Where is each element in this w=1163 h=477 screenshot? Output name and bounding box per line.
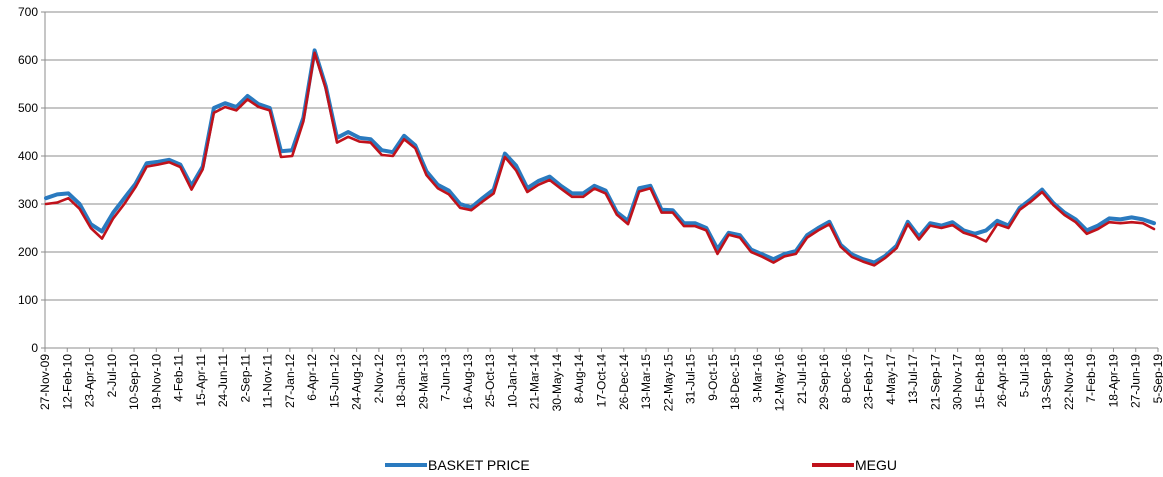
y-tick-label: 500 [18, 101, 38, 115]
x-tick-label: 21-Mar-14 [528, 354, 542, 410]
x-tick-label: 2-Jul-10 [105, 354, 119, 398]
x-axis-tick-labels: 27-Nov-09 12-Feb-10 23-Apr-10 2-Jul-10 10-Se… [38, 354, 1163, 412]
x-tick-label: 30-May-14 [550, 354, 564, 412]
x-tick-label: 19-Nov-10 [149, 354, 163, 410]
x-tick-label: 30-Nov-17 [951, 354, 965, 410]
x-tick-label: 31-Jul-15 [684, 354, 698, 404]
x-tick-label: 29-Mar-13 [416, 354, 430, 410]
legend-label: MEGU [855, 457, 897, 473]
x-tick-label: 8-Dec-16 [839, 354, 853, 404]
x-tick-label: 23-Feb-17 [862, 354, 876, 410]
y-axis-tick-labels: 0 100 200 300 400 500 600 700 [18, 5, 38, 355]
x-tick-label: 21-Sep-17 [928, 354, 942, 410]
x-tick-label: 26-Apr-18 [995, 354, 1009, 408]
x-tick-label: 8-Aug-14 [572, 354, 586, 404]
x-tick-label: 16-Aug-13 [461, 354, 475, 410]
legend-label: BASKET PRICE [428, 457, 530, 473]
x-tick-label: 2-Nov-12 [372, 354, 386, 404]
x-tick-label: 7-Feb-19 [1084, 354, 1098, 403]
y-tick-label: 100 [18, 293, 38, 307]
x-tick-label: 10-Sep-10 [127, 354, 141, 410]
x-tick-label: 27-Nov-09 [38, 354, 52, 410]
x-tick-label: 15-Jun-12 [327, 354, 341, 408]
x-tick-label: 12-May-16 [773, 354, 787, 412]
x-tick-label: 21-Jul-16 [795, 354, 809, 404]
x-tick-label: 18-Jan-13 [394, 354, 408, 408]
x-tick-label: 29-Sep-16 [817, 354, 831, 410]
x-tick-label: 5-Sep-19 [1151, 354, 1163, 404]
x-tick-label: 18-Apr-19 [1106, 354, 1120, 408]
x-tick-label: 6-Apr-12 [305, 354, 319, 401]
x-tick-label: 23-Apr-10 [83, 354, 97, 408]
x-tick-label: 5-Jul-18 [1017, 354, 1031, 398]
x-tick-label: 13-Jul-17 [906, 354, 920, 404]
x-tick-label: 22-Nov-18 [1062, 354, 1076, 410]
axes [41, 11, 1159, 352]
x-tick-label: 24-Jun-11 [216, 354, 230, 407]
x-tick-label: 18-Dec-15 [728, 354, 742, 410]
x-tick-label: 22-May-15 [661, 354, 675, 412]
series-line-basket-price [44, 48, 1156, 265]
x-tick-label: 2-Sep-11 [238, 354, 252, 403]
x-tick-label: 4-May-17 [884, 354, 898, 405]
y-tick-label: 200 [18, 245, 38, 259]
x-tick-label: 13-Sep-18 [1040, 354, 1054, 410]
x-tick-label: 3-Mar-16 [750, 354, 764, 403]
gridlines [45, 11, 1158, 301]
x-tick-label: 13-Mar-15 [639, 354, 653, 410]
x-tick-label: 25-Oct-13 [483, 354, 497, 408]
x-tick-label: 27-Jan-12 [283, 354, 297, 408]
y-tick-label: 400 [18, 149, 38, 163]
x-tick-label: 17-Oct-14 [595, 354, 609, 408]
y-tick-label: 600 [18, 53, 38, 67]
x-tick-label: 9-Oct-15 [706, 354, 720, 401]
x-tick-label: 24-Aug-12 [350, 354, 364, 410]
series-lines [44, 48, 1156, 267]
x-tick-label: 11-Nov-11 [261, 354, 275, 409]
y-tick-label: 700 [18, 5, 38, 19]
x-tick-label: 27-Jun-19 [1129, 354, 1143, 408]
x-tick-label: 7-Jun-13 [439, 354, 453, 402]
x-tick-label: 10-Jan-14 [505, 354, 519, 408]
x-tick-label: 4-Feb-11 [172, 354, 186, 402]
x-tick-label: 26-Dec-14 [617, 354, 631, 410]
x-tick-label: 15-Feb-18 [973, 354, 987, 410]
y-tick-label: 300 [18, 197, 38, 211]
y-tick-label: 0 [31, 341, 38, 355]
series-line-megu [44, 51, 1156, 267]
legend: BASKET PRICE MEGU [385, 457, 897, 473]
x-tick-label: 12-Feb-10 [60, 354, 74, 410]
x-tick-label: 15-Apr-11 [194, 354, 208, 407]
